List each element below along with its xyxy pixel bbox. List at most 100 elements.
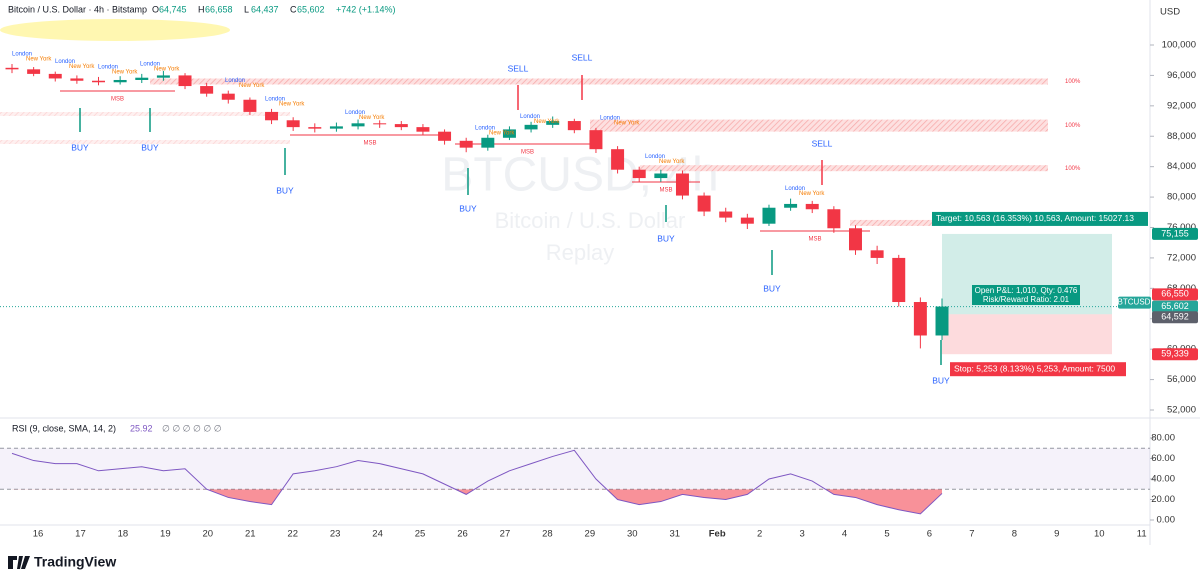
candle-body xyxy=(805,203,819,210)
rsi-last: 25.92 xyxy=(130,423,153,433)
x-tick-label: 2 xyxy=(757,529,762,540)
currency: USD xyxy=(1160,7,1180,18)
candle-body xyxy=(935,306,949,336)
y-tick-label: 84,000 xyxy=(1167,161,1196,172)
session-london: London xyxy=(645,154,665,160)
msb-label: MSB xyxy=(363,141,376,147)
session-newyork: New York xyxy=(154,66,180,72)
candle-body xyxy=(524,124,538,130)
candle-body xyxy=(243,99,257,112)
price-tag-label: 75,155 xyxy=(1161,228,1189,238)
x-tick-label: 10 xyxy=(1094,529,1105,540)
candle-body xyxy=(70,78,84,81)
x-tick-label: 6 xyxy=(927,529,932,540)
x-tick-label: 4 xyxy=(842,529,847,540)
price-tag xyxy=(1152,348,1198,361)
session-newyork: New York xyxy=(659,159,685,165)
session-london: London xyxy=(265,96,285,102)
support-band xyxy=(0,112,290,116)
candle-body xyxy=(48,73,62,79)
y-tick-label: 92,000 xyxy=(1167,100,1196,111)
x-tick-label: 25 xyxy=(415,529,426,540)
x-tick-label: 7 xyxy=(969,529,974,540)
session-newyork: New York xyxy=(239,83,265,89)
signal-label: BUY xyxy=(763,283,781,293)
rsi-oversold-fill xyxy=(12,489,942,514)
session-newyork: New York xyxy=(534,119,560,125)
price-tag xyxy=(1152,288,1198,301)
ohlc-value: 64,437 xyxy=(251,4,279,14)
session-london: London xyxy=(600,115,620,121)
session-newyork: New York xyxy=(69,64,95,70)
candle-body xyxy=(459,140,473,148)
session-london: London xyxy=(520,114,540,120)
msb-label: MSB xyxy=(659,188,672,194)
rsi-tick-label: 0.00 xyxy=(1157,515,1176,526)
watermark-symbol: BTCUSD, 4h xyxy=(441,149,718,202)
session-newyork: New York xyxy=(359,115,385,121)
candle-body xyxy=(762,207,776,224)
session-newyork: New York xyxy=(26,57,52,63)
signal-label: BUY xyxy=(71,142,89,152)
rsi-band xyxy=(0,448,1150,490)
session-london: London xyxy=(140,61,160,67)
highlight xyxy=(0,19,230,41)
candle-body xyxy=(373,123,387,125)
candle-body xyxy=(438,131,452,141)
chart-title: Bitcoin / U.S. Dollar · 4h · Bitstamp xyxy=(8,4,147,14)
session-london: London xyxy=(785,186,805,192)
symbol-tag-label: BTCUSD xyxy=(1118,298,1151,307)
x-tick-label: 16 xyxy=(33,529,44,540)
price-tag xyxy=(1152,311,1198,324)
ohlc-letter: C xyxy=(290,4,297,14)
target-text-bg xyxy=(932,211,1148,226)
candle-body xyxy=(546,121,560,125)
rsi-tick-label: 20.00 xyxy=(1151,494,1175,505)
session-newyork: New York xyxy=(799,191,825,197)
candle-body xyxy=(740,217,754,224)
x-tick-label: 23 xyxy=(330,529,341,540)
pnl-bg xyxy=(972,285,1080,305)
candle-body xyxy=(654,173,668,179)
x-tick-label: 8 xyxy=(1012,529,1017,540)
candle-body xyxy=(502,129,516,138)
candle-body xyxy=(892,257,906,303)
x-tick-label: 19 xyxy=(160,529,171,540)
session-newyork: New York xyxy=(489,130,515,136)
ohlc-value: 66,658 xyxy=(205,4,233,14)
candle-body xyxy=(308,127,322,129)
x-tick-label: 31 xyxy=(669,529,680,540)
pnl-text: Open P&L: 1,010, Qty: 0.476 xyxy=(975,286,1078,295)
ohlc-letter: L xyxy=(244,4,249,14)
session-newyork: New York xyxy=(279,101,305,107)
x-tick-label: 26 xyxy=(457,529,468,540)
zone xyxy=(640,165,1048,172)
x-tick-label: 22 xyxy=(287,529,298,540)
change: +742 (+1.14%) xyxy=(336,4,396,14)
session-london: London xyxy=(55,59,75,65)
x-tick-label: Feb xyxy=(709,529,726,540)
x-tick-label: 30 xyxy=(627,529,638,540)
x-tick-label: 11 xyxy=(1137,529,1147,540)
target-text: Target: 10,563 (16.353%) 10,563, Amount:… xyxy=(936,213,1134,223)
zone xyxy=(590,119,1048,132)
candles xyxy=(5,64,949,349)
candle-body xyxy=(481,137,495,148)
candle-body xyxy=(589,130,603,150)
watermark-name: Bitcoin / U.S. Dollar xyxy=(495,208,686,233)
y-tick-label: 72,000 xyxy=(1167,252,1196,263)
session-london: London xyxy=(98,65,118,71)
stop-zone xyxy=(942,314,1112,355)
rsi-line xyxy=(11,449,943,515)
zone-label: 100% xyxy=(1065,123,1081,129)
candle-body xyxy=(178,75,192,87)
candle-body xyxy=(697,195,711,212)
y-tick-label: 56,000 xyxy=(1167,374,1196,385)
candle-body xyxy=(827,209,841,229)
rsi-tick-label: 40.00 xyxy=(1151,474,1175,485)
session-london: London xyxy=(345,110,365,116)
pnl-text: Risk/Reward Ratio: 2.01 xyxy=(983,295,1070,304)
x-tick-label: 9 xyxy=(1054,529,1059,540)
candle-body xyxy=(611,149,625,170)
